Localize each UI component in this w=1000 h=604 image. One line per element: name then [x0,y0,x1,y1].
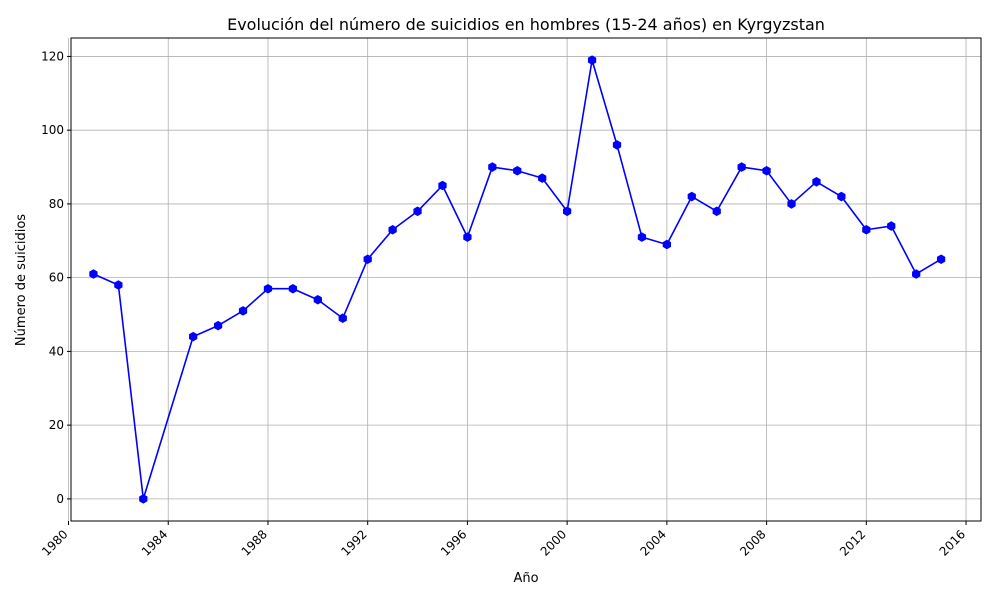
data-point [862,224,871,235]
data-point [288,283,298,294]
data-point [538,173,547,183]
x-axis-label: Año [513,571,538,586]
data-point [662,239,671,250]
x-tick-label: 2008 [737,527,768,558]
data-point [463,232,472,242]
y-tick-label: 100 [41,123,64,137]
plot-area-frame [70,37,982,522]
series-line [93,59,942,500]
x-tick-label: 2016 [937,527,968,558]
data-point [89,269,98,279]
x-tick-label: 1996 [438,527,469,558]
data-point [438,180,447,191]
y-axis-label: Número de suicidios [14,214,29,346]
grid [68,38,981,521]
data-point [737,162,746,172]
data-point [139,494,148,504]
data-point [563,206,572,217]
x-axis-ticks: 1980 1984 1988 1992 1996 2000 2004 2008 2012 2016 [39,521,968,559]
data-point [812,177,821,187]
y-tick-label: 20 [49,418,64,432]
data-point [837,191,846,202]
x-tick-label: 1988 [239,527,270,558]
chart-title: Evolución del número de suicidios en hom… [227,15,825,34]
y-tick-label: 120 [41,49,64,63]
data-point [263,283,273,294]
data-point [513,165,522,176]
series-line-group [93,59,942,500]
data-point [114,280,123,290]
x-tick-label: 2000 [538,527,569,558]
data-point [687,191,696,202]
data-point [488,162,497,172]
data-point [587,55,597,65]
data-point [388,224,397,235]
data-point [313,295,322,305]
y-tick-label: 80 [49,197,64,211]
x-tick-label: 2012 [837,527,868,558]
data-point [363,254,372,264]
y-tick-label: 40 [49,344,64,358]
data-point [712,206,721,217]
x-tick-label: 1980 [39,527,70,558]
y-tick-label: 0 [56,492,64,506]
y-tick-label: 60 [49,271,64,285]
data-point [887,221,896,231]
data-point [612,140,622,150]
x-tick-label: 1984 [139,527,170,558]
x-tick-label: 2004 [637,527,668,558]
data-point [213,320,223,331]
data-point [936,254,946,264]
y-axis-ticks: 0 20 40 60 80 100 120 [41,49,71,506]
data-point [189,331,198,342]
data-point [912,269,921,279]
data-point [762,165,771,176]
x-tick-label: 1992 [338,527,369,558]
data-point [338,313,347,323]
series-markers [89,55,946,504]
data-point [637,232,647,242]
data-point [787,199,796,209]
data-point [413,206,422,217]
data-point [238,306,248,316]
